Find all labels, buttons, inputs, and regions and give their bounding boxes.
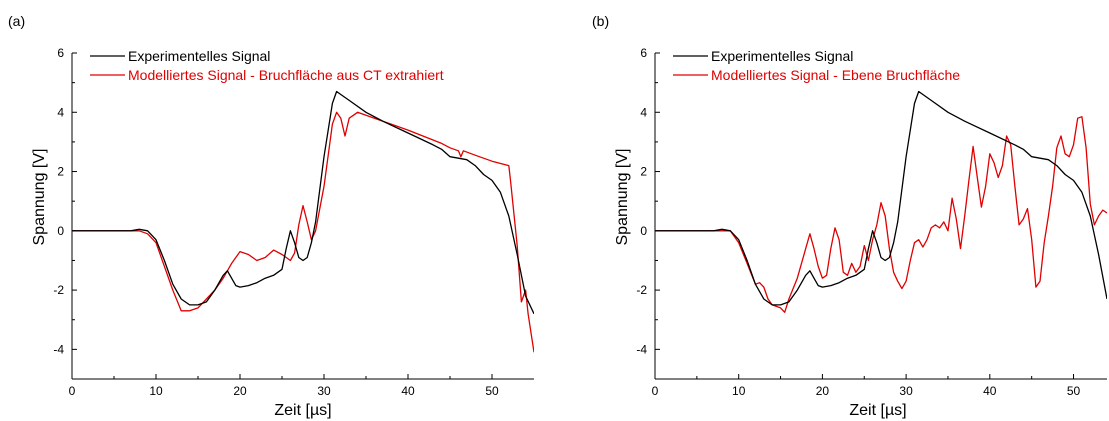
panel-label: (a)	[8, 13, 25, 29]
panel-a: (a) 0 10 20 30 40 50 -4 -2 0 2 4 6 Experimentelles S…	[8, 13, 534, 419]
y-tick-label: 6	[640, 46, 647, 60]
y-tick-label: 2	[57, 165, 64, 179]
x-tick-label: 0	[69, 384, 76, 398]
x-tick-label: 20	[233, 384, 247, 398]
y-tick-label: -2	[53, 283, 64, 297]
series-group	[72, 90, 534, 353]
plot-area: 0 10 20 30 40 50 -4 -2 0 2 4 6 Experimentelles Signa…	[53, 46, 534, 398]
x-tick-label: 30	[899, 384, 913, 398]
legend-label: Experimentelles Signal	[128, 48, 270, 64]
y-axis-label: Spannung [V]	[614, 149, 631, 246]
series-group	[655, 90, 1107, 313]
panel-label: (b)	[592, 13, 609, 29]
y-tick-label: -2	[636, 283, 647, 297]
y-tick-label: -4	[636, 342, 647, 356]
legend-label: Modelliertes Signal - Bruchfläche aus CT…	[128, 67, 444, 83]
x-tick-label: 30	[317, 384, 331, 398]
legend-label: Experimentelles Signal	[711, 48, 853, 64]
y-tick-label: 4	[57, 105, 64, 119]
legend-label: Modelliertes Signal - Ebene Bruchfläche	[711, 67, 960, 83]
series-line-experimental	[72, 90, 534, 315]
x-axis-label: Zeit [µs]	[849, 402, 906, 419]
x-tick-label: 40	[983, 384, 997, 398]
legend: Experimentelles Signal Modelliertes Signa…	[673, 48, 960, 83]
y-tick-label: 0	[57, 224, 64, 238]
y-tick-label: -4	[53, 342, 64, 356]
series-line-experimental	[655, 90, 1107, 306]
plot-area: 0 10 20 30 40 50 -4 -2 0 2 4 6 Experimentelles Signa…	[636, 46, 1107, 398]
y-tick-label: 6	[57, 46, 64, 60]
x-tick-label: 0	[652, 384, 659, 398]
y-tick-label: 4	[640, 105, 647, 119]
x-tick-label: 40	[401, 384, 415, 398]
x-tick-label: 10	[732, 384, 746, 398]
panel-b: (b) 0 10 20 30 40 50 -4 -2 0 2 4 6 Experimentelles S…	[592, 13, 1107, 419]
series-line-modeled	[655, 116, 1107, 313]
x-axis-label: Zeit [µs]	[274, 402, 331, 419]
x-tick-label: 20	[816, 384, 830, 398]
y-axis-label: Spannung [V]	[31, 149, 48, 246]
y-tick-label: 2	[640, 165, 647, 179]
series-line-modeled	[72, 111, 534, 353]
y-tick-label: 0	[640, 224, 647, 238]
x-tick-label: 10	[149, 384, 163, 398]
x-tick-label: 50	[485, 384, 499, 398]
x-tick-label: 50	[1067, 384, 1081, 398]
legend: Experimentelles Signal Modelliertes Signa…	[90, 48, 444, 83]
